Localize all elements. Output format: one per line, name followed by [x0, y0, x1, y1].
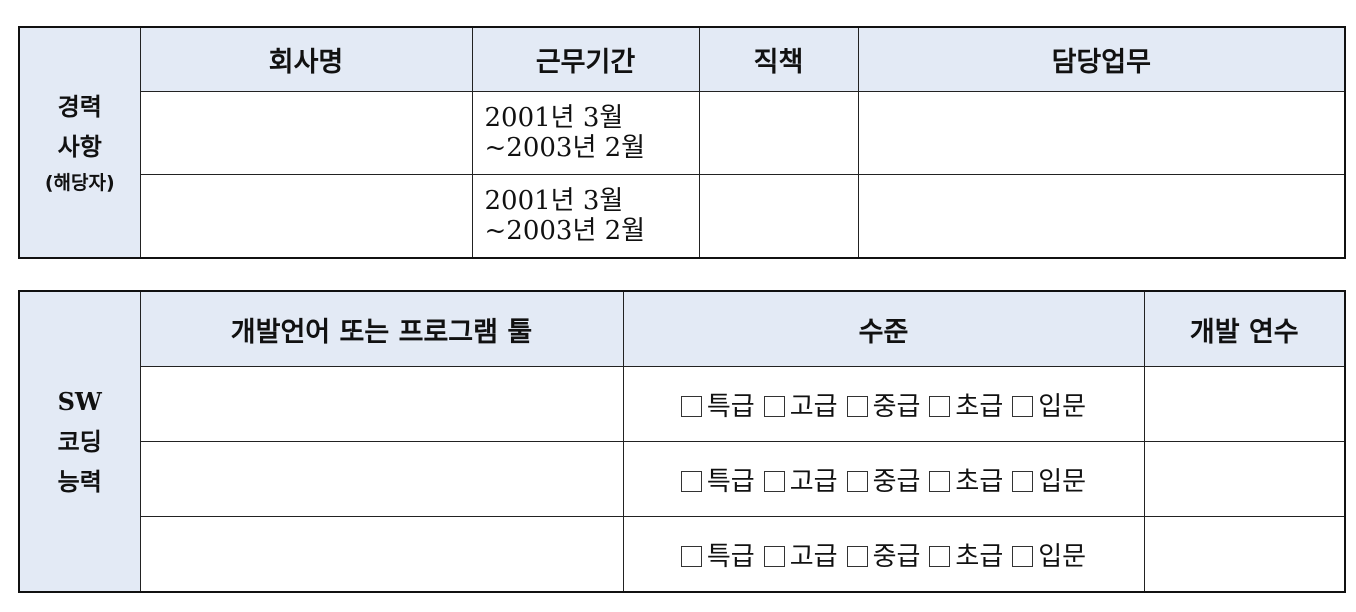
level-label: 입문: [1038, 541, 1087, 572]
period-cell[interactable]: 2001년 3월 ~2003년 2월: [471, 91, 700, 175]
level-label: 고급: [789, 541, 838, 572]
checkbox[interactable]: [680, 395, 702, 417]
career-table: 경력 사항 (해당자) 회사명 근무기간 직책 담당업무 2001년 3월 ~2…: [18, 26, 1346, 259]
level-options: 특급 고급 중급 초급 입문: [622, 366, 1145, 442]
checkbox[interactable]: [929, 545, 951, 567]
level-label: 특급: [706, 541, 755, 572]
period-end: ~2003년 2월: [484, 216, 646, 246]
years-cell[interactable]: [1143, 366, 1346, 442]
level-option[interactable]: 초급: [929, 467, 1003, 497]
career-side-line-2: 사항: [57, 132, 102, 161]
checkbox[interactable]: [929, 395, 951, 417]
checkbox[interactable]: [846, 395, 868, 417]
checkbox[interactable]: [763, 395, 785, 417]
sw-side-line-1: SW: [57, 386, 102, 416]
level-option[interactable]: 입문: [1012, 542, 1086, 572]
checkbox[interactable]: [763, 545, 785, 567]
header-title: 직책: [698, 26, 859, 92]
level-option[interactable]: 중급: [846, 466, 921, 497]
level-option[interactable]: 고급: [763, 391, 838, 422]
level-option[interactable]: 특급: [680, 391, 755, 422]
sw-row: 특급 고급 중급 초급 입문: [19, 366, 1346, 442]
career-side-sub: (해당자): [44, 171, 115, 194]
title-cell[interactable]: [698, 174, 859, 259]
language-cell[interactable]: [139, 441, 624, 517]
career-side-line-1: 경력: [57, 92, 102, 121]
duty-cell[interactable]: [857, 174, 1346, 259]
level-option[interactable]: 입문: [1012, 467, 1086, 497]
level-option[interactable]: 초급: [929, 542, 1003, 572]
checkbox[interactable]: [846, 545, 868, 567]
career-row: 2001년 3월 ~2003년 2월: [19, 174, 1346, 259]
years-cell[interactable]: [1143, 441, 1346, 517]
level-option[interactable]: 고급: [763, 466, 838, 497]
period-end: ~2003년 2월: [484, 133, 646, 163]
level-option[interactable]: 특급: [680, 466, 755, 497]
level-label: 초급: [955, 391, 1004, 422]
checkbox[interactable]: [929, 470, 951, 492]
level-option[interactable]: 중급: [846, 541, 921, 572]
title-cell[interactable]: [698, 91, 859, 175]
checkbox[interactable]: [1012, 545, 1034, 567]
level-option[interactable]: 중급: [846, 391, 921, 422]
level-option[interactable]: 고급: [763, 541, 838, 572]
level-label: 고급: [789, 466, 838, 497]
level-options: 특급 고급 중급 초급 입문: [622, 516, 1145, 593]
level-label: 초급: [955, 466, 1004, 497]
career-row: 2001년 3월 ~2003년 2월: [19, 91, 1346, 175]
level-label: 중급: [872, 391, 921, 422]
level-label: 중급: [872, 541, 921, 572]
header-period: 근무기간: [471, 26, 700, 92]
period-start: 2001년 3월: [484, 186, 624, 216]
period-cell[interactable]: 2001년 3월 ~2003년 2월: [471, 174, 700, 259]
level-label: 중급: [872, 466, 921, 497]
duty-cell[interactable]: [857, 91, 1346, 175]
level-option[interactable]: 입문: [1012, 392, 1086, 422]
level-option[interactable]: 초급: [929, 392, 1003, 422]
level-options: 특급 고급 중급 초급 입문: [622, 441, 1145, 517]
sw-side-line-2: 코딩: [57, 427, 102, 456]
sw-row: 특급 고급 중급 초급 입문: [19, 516, 1346, 593]
level-label: 초급: [955, 541, 1004, 572]
sw-side-line-3: 능력: [57, 467, 102, 496]
checkbox[interactable]: [763, 470, 785, 492]
language-cell[interactable]: [139, 366, 624, 442]
company-cell[interactable]: [139, 91, 473, 175]
sw-skill-table: SW 코딩 능력 개발언어 또는 프로그램 툴 수준 개발 연수 특급 고급 중급 초…: [18, 290, 1346, 593]
header-years: 개발 연수: [1143, 290, 1346, 367]
checkbox[interactable]: [1012, 395, 1034, 417]
header-company: 회사명: [139, 26, 473, 92]
level-label: 입문: [1038, 466, 1087, 497]
period-start: 2001년 3월: [484, 103, 624, 133]
company-cell[interactable]: [139, 174, 473, 259]
checkbox[interactable]: [680, 545, 702, 567]
level-label: 고급: [789, 391, 838, 422]
header-duty: 담당업무: [857, 26, 1346, 92]
header-level: 수준: [622, 290, 1145, 367]
level-label: 특급: [706, 391, 755, 422]
level-option[interactable]: 특급: [680, 541, 755, 572]
checkbox[interactable]: [1012, 470, 1034, 492]
header-language: 개발언어 또는 프로그램 툴: [139, 290, 624, 367]
language-cell[interactable]: [139, 516, 624, 593]
checkbox[interactable]: [846, 470, 868, 492]
level-label: 특급: [706, 466, 755, 497]
sw-row: 특급 고급 중급 초급 입문: [19, 441, 1346, 517]
level-label: 입문: [1038, 391, 1087, 422]
checkbox[interactable]: [680, 470, 702, 492]
years-cell[interactable]: [1143, 516, 1346, 593]
sw-side-label: SW 코딩 능력: [18, 290, 141, 593]
career-side-label: 경력 사항 (해당자): [18, 26, 141, 259]
